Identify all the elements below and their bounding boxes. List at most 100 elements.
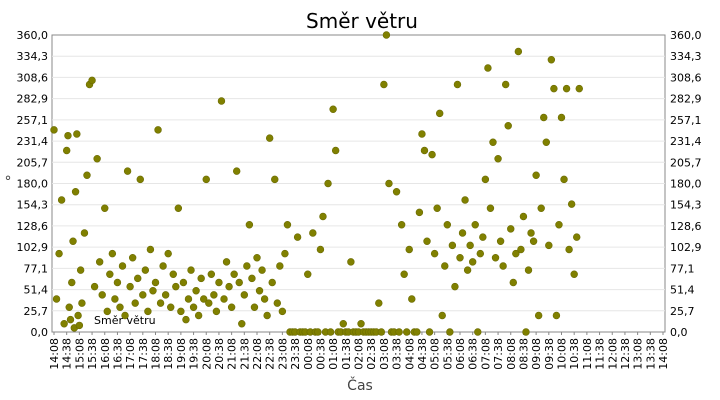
data-point <box>93 155 101 163</box>
data-point <box>220 295 228 303</box>
data-point <box>560 175 568 184</box>
data-point <box>235 278 243 287</box>
data-point <box>116 303 124 311</box>
data-point <box>212 307 221 316</box>
data-point <box>545 241 553 250</box>
data-point <box>60 320 68 328</box>
y-tick-label-right: 102,9 <box>670 241 702 254</box>
data-point <box>314 328 322 336</box>
x-tick-label: 07:08 <box>479 338 492 370</box>
data-point <box>64 131 72 140</box>
data-point <box>141 266 150 274</box>
x-tick-label: 05:38 <box>441 338 454 370</box>
x-tick-label: 12:38 <box>619 338 632 370</box>
data-point <box>151 278 160 287</box>
data-point <box>207 270 216 278</box>
chart-title: Směr větru <box>306 9 418 33</box>
x-tick-label: 06:08 <box>454 338 467 370</box>
x-tick-label: 21:08 <box>226 338 239 370</box>
y-tick-label-left: 231,4 <box>17 135 49 148</box>
data-point <box>418 130 426 138</box>
data-point <box>471 221 479 229</box>
data-point <box>273 299 281 307</box>
y-tick-label-left: 282,9 <box>17 93 49 106</box>
data-point <box>156 299 165 307</box>
data-point <box>255 287 264 295</box>
data-point <box>187 266 195 274</box>
data-point <box>88 76 96 85</box>
x-tick-label: 05:08 <box>429 338 442 370</box>
data-point <box>144 307 152 316</box>
data-point <box>126 282 134 291</box>
data-point <box>68 278 76 287</box>
y-tick-label-right: 257,1 <box>670 114 702 127</box>
data-point <box>377 328 386 336</box>
data-point <box>565 245 573 254</box>
data-point <box>408 295 416 303</box>
y-tick-label-left: 205,7 <box>17 156 49 169</box>
x-tick-label: 14:08 <box>48 338 61 370</box>
data-point <box>268 278 276 287</box>
data-point <box>182 315 190 324</box>
data-point <box>484 64 492 72</box>
data-point <box>123 167 132 175</box>
x-tick-label: 10:08 <box>556 338 569 370</box>
data-point <box>575 84 583 93</box>
data-point <box>55 249 63 258</box>
data-point <box>509 278 517 287</box>
data-point <box>172 282 180 291</box>
x-tick-label: 21:38 <box>238 338 251 370</box>
plot-area: 0,0 25,7 51,4 77,1 102,9 128,6 154,3 180,0 205,7… <box>17 29 702 370</box>
x-tick-label: 14:08 <box>657 338 670 370</box>
data-point <box>227 303 236 311</box>
data-point <box>174 204 183 212</box>
data-point <box>519 212 528 221</box>
data-point <box>309 229 317 237</box>
y-tick-label-right: 51,4 <box>670 284 695 297</box>
data-point <box>562 84 571 93</box>
data-point <box>179 278 188 287</box>
data-point <box>461 196 469 204</box>
data-point <box>453 80 462 89</box>
y-tick-label-left: 154,3 <box>17 199 49 212</box>
y-tick-label-left: 308,6 <box>17 71 49 84</box>
data-point <box>65 303 73 311</box>
data-point <box>243 262 251 270</box>
data-point <box>573 233 581 241</box>
data-point <box>382 31 391 39</box>
data-point <box>491 254 500 262</box>
data-point <box>430 249 439 258</box>
x-axis: 14:08 14:38 15:08 15:38 16:08 16:38 17:08 17:38… <box>48 332 670 370</box>
data-point <box>550 84 558 93</box>
data-point <box>66 315 75 324</box>
data-point <box>436 109 444 118</box>
data-point <box>504 122 512 130</box>
data-point <box>71 188 80 196</box>
x-tick-label: 19:08 <box>175 338 188 370</box>
data-point <box>80 229 89 237</box>
data-point <box>149 287 157 295</box>
y-tick-label-left: 360,0 <box>17 29 49 42</box>
y-tick-label-right: 360,0 <box>670 29 702 42</box>
data-point <box>489 138 497 146</box>
x-tick-label: 16:38 <box>111 338 124 370</box>
data-point <box>73 130 81 138</box>
data-point <box>425 328 434 336</box>
x-tick-label: 11:38 <box>594 338 607 370</box>
x-tick-label: 20:38 <box>213 338 226 370</box>
data-point <box>50 126 58 134</box>
data-point <box>413 328 421 336</box>
data-point <box>448 241 457 250</box>
x-tick-label: 12:08 <box>606 338 619 370</box>
legend: Směr větru <box>94 314 156 327</box>
x-tick-label: 03:38 <box>391 338 404 370</box>
data-point <box>496 237 505 245</box>
data-point <box>331 146 340 155</box>
data-point <box>507 225 515 233</box>
data-point <box>466 241 474 250</box>
data-point <box>567 200 576 208</box>
data-point <box>278 307 287 316</box>
data-point <box>222 258 231 266</box>
x-tick-label: 08:08 <box>505 338 518 370</box>
data-point <box>253 254 261 262</box>
